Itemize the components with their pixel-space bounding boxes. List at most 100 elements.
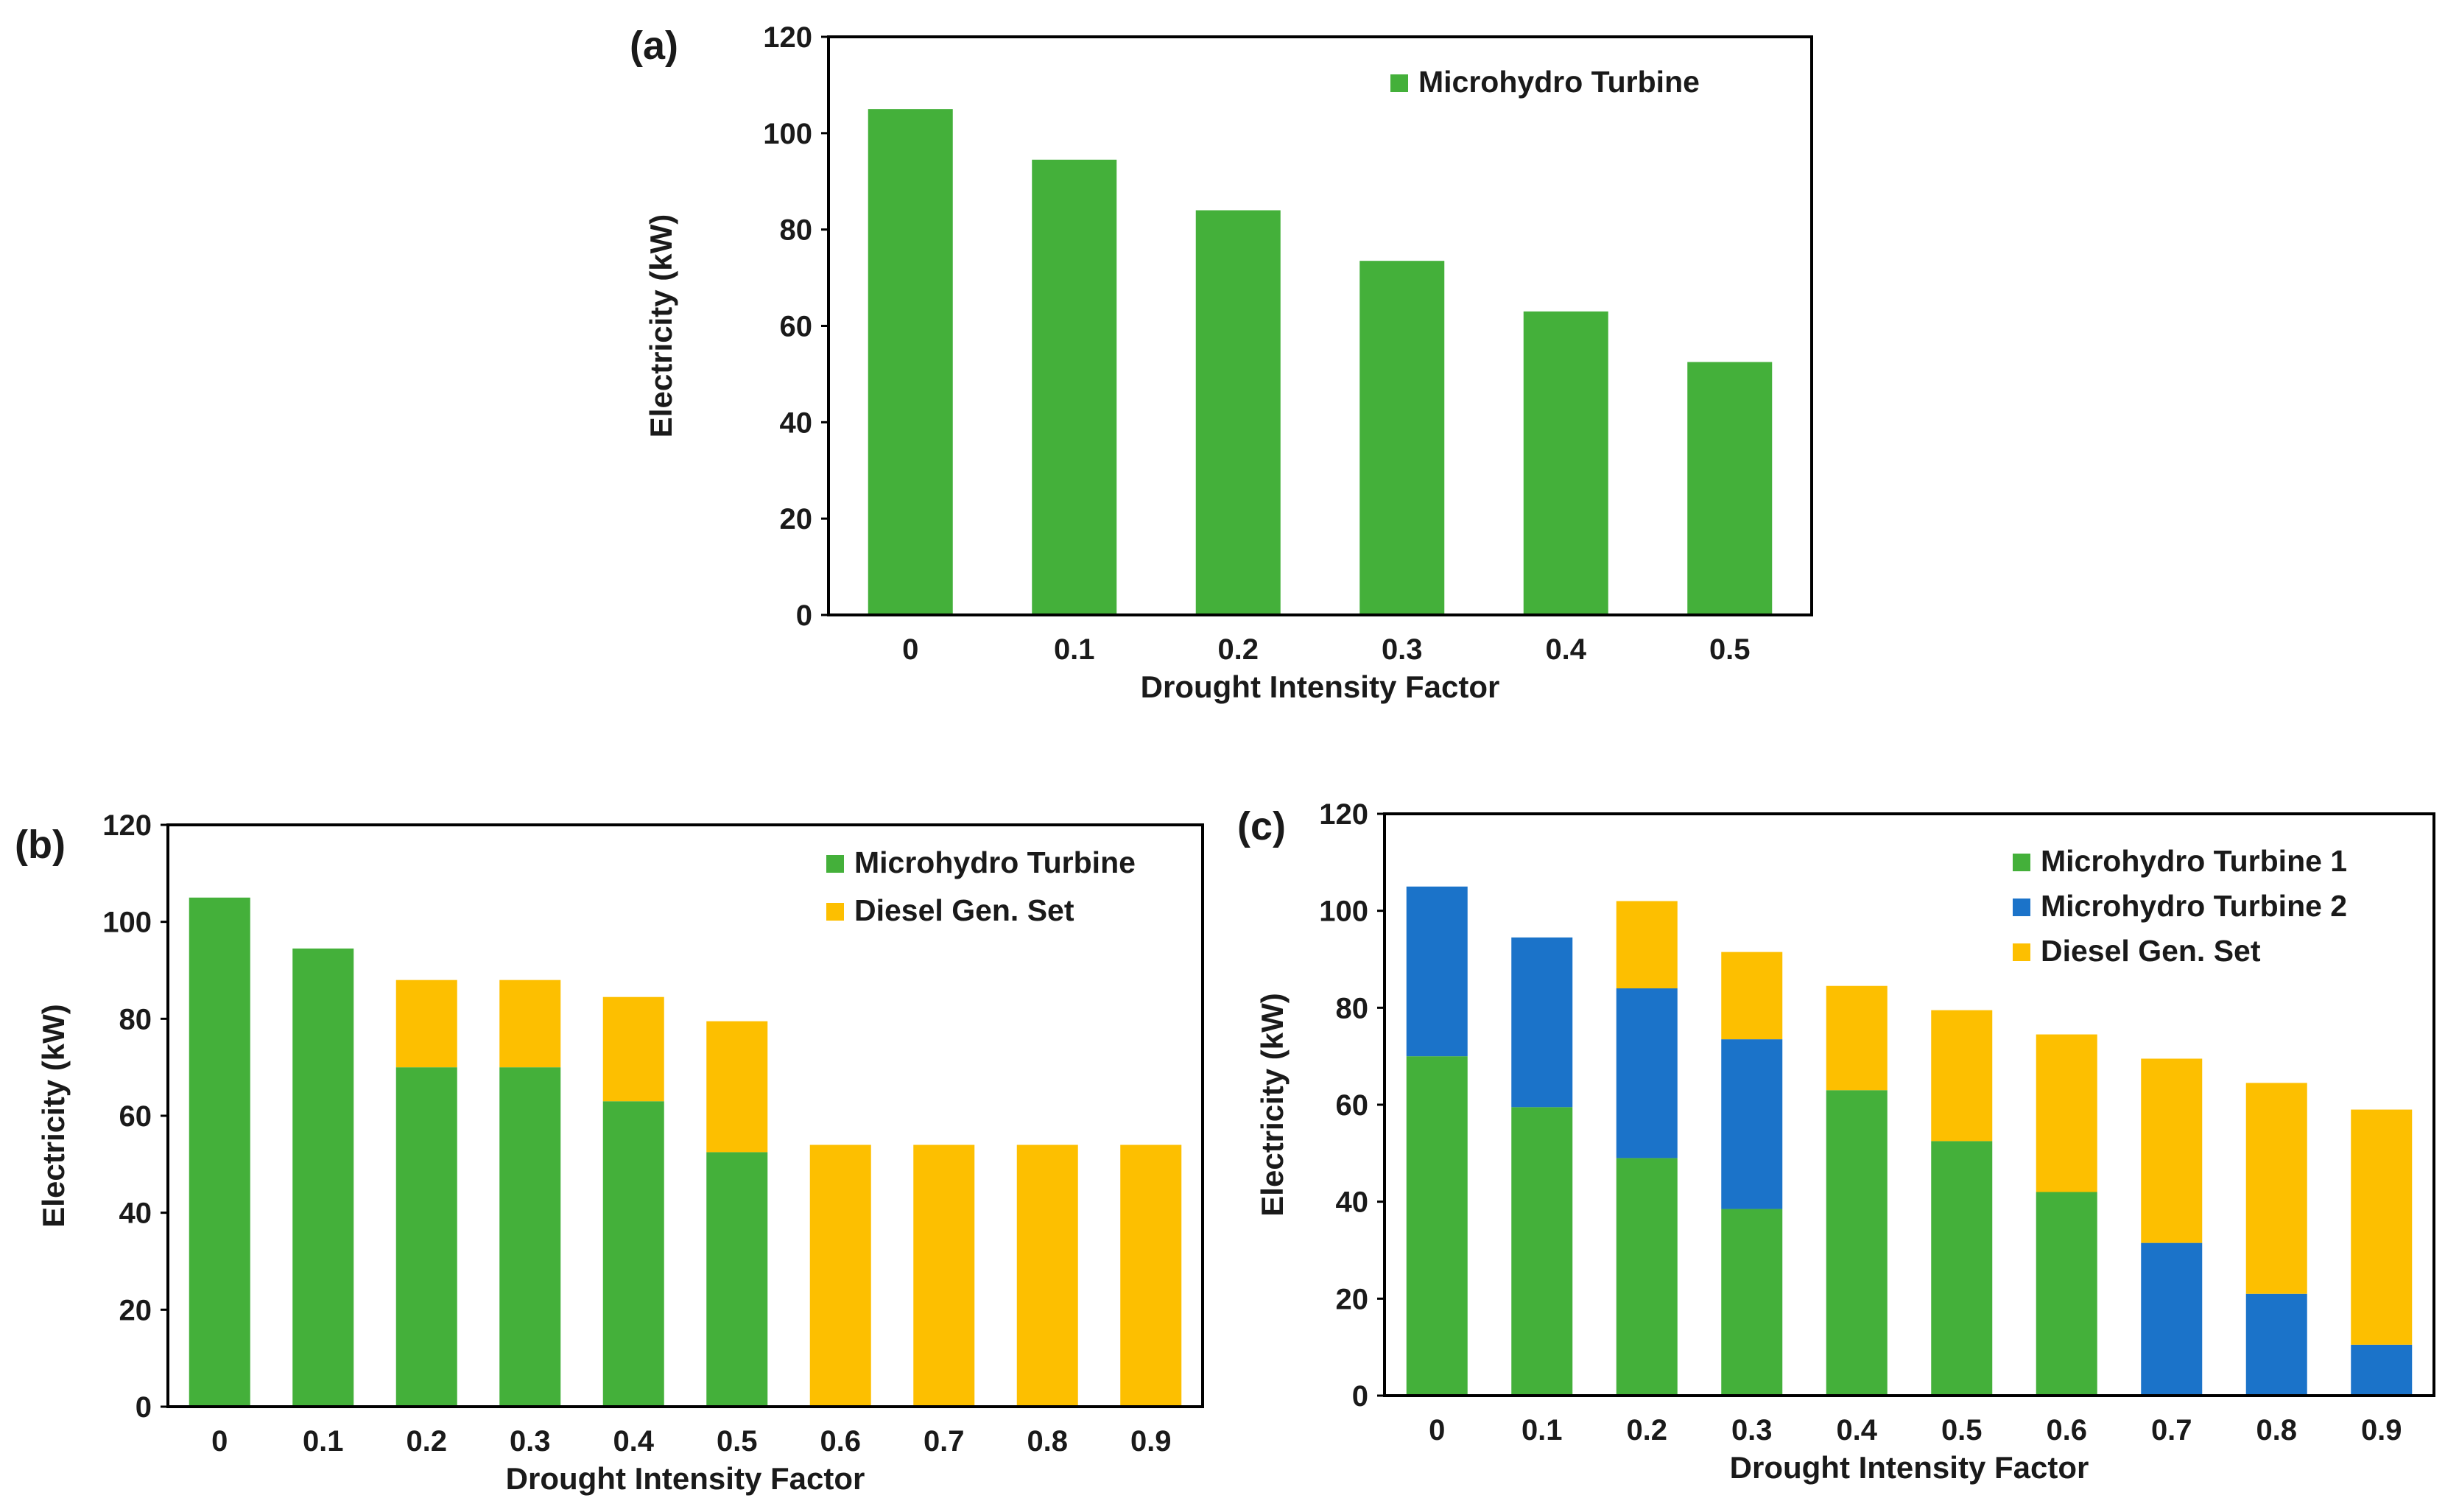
x-tick-label: 0.5 bbox=[717, 1425, 758, 1458]
y-tick-label: 40 bbox=[780, 407, 813, 439]
x-tick-label: 0.9 bbox=[2361, 1414, 2402, 1446]
bar-microhydro-turbine-0.3 bbox=[1359, 261, 1445, 615]
bar-diesel-gen-set-0.4 bbox=[602, 996, 664, 1102]
bar-microhydro-turbine-1-0 bbox=[1406, 1056, 1468, 1396]
x-tick-label: 0.2 bbox=[1217, 633, 1259, 666]
bar-microhydro-turbine-2-0.7 bbox=[2141, 1242, 2203, 1396]
bar-microhydro-turbine-1-0.5 bbox=[1931, 1141, 1993, 1396]
bar-microhydro-turbine-0.1 bbox=[292, 948, 354, 1407]
bar-microhydro-turbine-1-0.2 bbox=[1616, 1158, 1678, 1396]
legend-entry: Microhydro Turbine bbox=[1418, 65, 1700, 99]
bar-diesel-gen-set-0.5 bbox=[1931, 1010, 1993, 1142]
bar-microhydro-turbine-2-0.2 bbox=[1616, 988, 1678, 1158]
legend-swatch bbox=[2013, 899, 2030, 916]
y-tick-label: 20 bbox=[119, 1294, 152, 1326]
y-tick-label: 40 bbox=[119, 1198, 152, 1230]
legend-entry: Diesel Gen. Set bbox=[2041, 934, 2261, 968]
legend-entry: Microhydro Turbine 1 bbox=[2041, 844, 2347, 878]
y-tick-label: 0 bbox=[136, 1391, 152, 1424]
y-tick-label: 40 bbox=[1336, 1186, 1369, 1219]
panel-label: (b) bbox=[15, 823, 66, 867]
legend-entry: Microhydro Turbine 2 bbox=[2041, 889, 2347, 923]
x-tick-label: 0.1 bbox=[303, 1425, 344, 1458]
x-tick-label: 0.4 bbox=[613, 1425, 654, 1458]
x-tick-label: 0.3 bbox=[1731, 1414, 1773, 1446]
legend-swatch bbox=[826, 855, 844, 873]
bar-diesel-gen-set-0.2 bbox=[1616, 901, 1678, 988]
bar-microhydro-turbine-0.4 bbox=[602, 1101, 664, 1407]
bar-microhydro-turbine-0.2 bbox=[1195, 210, 1281, 615]
bar-microhydro-turbine-1-0.4 bbox=[1826, 1090, 1888, 1396]
bar-microhydro-turbine-2-0.9 bbox=[2351, 1344, 2413, 1396]
bar-microhydro-turbine-0.4 bbox=[1523, 311, 1608, 615]
y-tick-label: 100 bbox=[763, 118, 812, 150]
y-tick-label: 100 bbox=[102, 907, 152, 939]
legend-swatch bbox=[1390, 74, 1408, 92]
bar-diesel-gen-set-0.6 bbox=[809, 1144, 871, 1407]
bar-microhydro-turbine-0.2 bbox=[395, 1067, 457, 1407]
chart-panel-a: 0 0.1 0.2 0.3 0.4 0.5 0 20 40 60 80 100 120 Drought I… bbox=[630, 21, 1813, 704]
legend-swatch bbox=[826, 903, 844, 921]
x-tick-label: 0 bbox=[902, 633, 918, 666]
bar-microhydro-turbine-0 bbox=[868, 109, 953, 615]
x-tick-label: 0.3 bbox=[510, 1425, 551, 1458]
x-tick-label: 0.7 bbox=[924, 1425, 965, 1458]
x-tick-label: 0.8 bbox=[1027, 1425, 1068, 1458]
y-tick-label: 60 bbox=[780, 311, 813, 343]
x-tick-label: 0.6 bbox=[2046, 1414, 2087, 1446]
x-tick-label: 0.2 bbox=[406, 1425, 447, 1458]
y-axis-label: Electricity (kW) bbox=[644, 214, 678, 437]
x-axis-label: Drought Intensity Factor bbox=[1730, 1450, 2089, 1485]
y-tick-label: 120 bbox=[1319, 798, 1368, 831]
x-tick-label: 0.6 bbox=[820, 1425, 861, 1458]
bar-microhydro-turbine-1-0.3 bbox=[1721, 1209, 1783, 1396]
bar-diesel-gen-set-0.3 bbox=[1721, 952, 1783, 1040]
bar-microhydro-turbine-0.1 bbox=[1032, 159, 1117, 615]
bar-microhydro-turbine-0.5 bbox=[1687, 362, 1773, 615]
x-tick-label: 0.4 bbox=[1545, 633, 1586, 666]
y-axis-label: Electricity (kW) bbox=[36, 1004, 71, 1227]
bar-microhydro-turbine-1-0.1 bbox=[1511, 1107, 1573, 1396]
y-tick-label: 20 bbox=[780, 503, 813, 535]
bar-diesel-gen-set-0.6 bbox=[2036, 1034, 2097, 1192]
y-tick-label: 120 bbox=[763, 21, 812, 54]
y-tick-label: 60 bbox=[119, 1100, 152, 1133]
bar-diesel-gen-set-0.8 bbox=[1016, 1144, 1078, 1407]
bar-diesel-gen-set-0.4 bbox=[1826, 985, 1888, 1091]
bar-diesel-gen-set-0.5 bbox=[706, 1021, 768, 1153]
bar-microhydro-turbine-0 bbox=[189, 897, 250, 1407]
y-tick-label: 100 bbox=[1319, 896, 1368, 928]
x-tick-label: 0.1 bbox=[1054, 633, 1095, 666]
y-tick-label: 80 bbox=[119, 1003, 152, 1035]
x-axis-label: Drought Intensity Factor bbox=[1141, 669, 1500, 704]
bar-microhydro-turbine-2-0.1 bbox=[1511, 937, 1573, 1108]
x-tick-label: 0.8 bbox=[2256, 1414, 2297, 1446]
y-tick-label: 0 bbox=[796, 599, 812, 632]
bar-diesel-gen-set-0.2 bbox=[395, 980, 457, 1068]
x-tick-label: 0.2 bbox=[1626, 1414, 1667, 1446]
x-tick-label: 0.3 bbox=[1382, 633, 1423, 666]
x-tick-label: 0.1 bbox=[1522, 1414, 1563, 1446]
x-tick-label: 0.5 bbox=[1709, 633, 1751, 666]
plot-area-frame bbox=[827, 35, 1813, 616]
bar-diesel-gen-set-0.7 bbox=[913, 1144, 975, 1407]
bar-microhydro-turbine-1-0.6 bbox=[2036, 1192, 2097, 1396]
y-axis-label: Electricity (kW) bbox=[1255, 993, 1290, 1216]
y-tick-label: 80 bbox=[1336, 992, 1369, 1024]
legend-entry: Diesel Gen. Set bbox=[854, 893, 1074, 927]
x-tick-label: 0.4 bbox=[1836, 1414, 1877, 1446]
bar-diesel-gen-set-0.8 bbox=[2245, 1083, 2307, 1294]
y-tick-label: 0 bbox=[1352, 1380, 1368, 1413]
y-tick-label: 60 bbox=[1336, 1089, 1369, 1122]
bar-microhydro-turbine-0.5 bbox=[706, 1152, 768, 1407]
bar-diesel-gen-set-0.9 bbox=[2351, 1109, 2413, 1345]
y-tick-label: 80 bbox=[780, 214, 813, 247]
x-tick-label: 0.7 bbox=[2151, 1414, 2192, 1446]
bar-microhydro-turbine-0.3 bbox=[499, 1067, 561, 1407]
chart-panel-b: 0 0.1 0.2 0.3 0.4 0.5 0.6 0.7 0.8 0.9 0 20 40 60 80 100… bbox=[15, 809, 1204, 1496]
legend-swatch bbox=[2013, 943, 2030, 961]
bar-microhydro-turbine-2-0.8 bbox=[2245, 1293, 2307, 1396]
x-axis-label: Drought Intensity Factor bbox=[506, 1461, 865, 1496]
